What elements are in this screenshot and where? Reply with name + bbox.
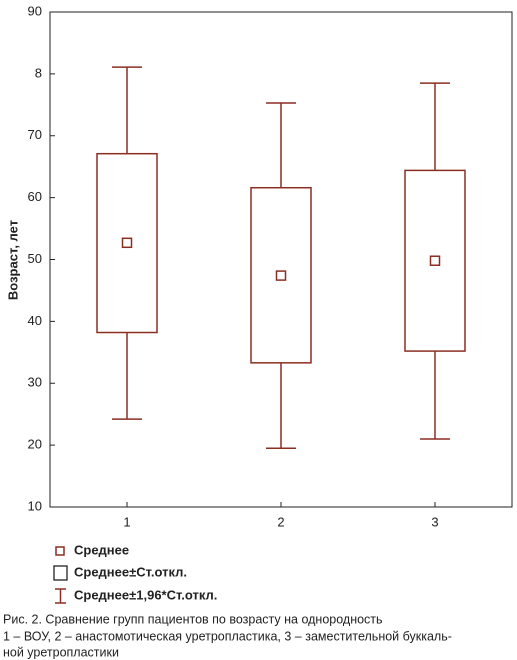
mean-marker xyxy=(429,255,441,266)
mean-marker xyxy=(275,270,287,281)
x-tick-label: 3 xyxy=(431,514,438,529)
legend-label: Среднее±Ст.откл. xyxy=(74,564,187,579)
mean-marker xyxy=(121,237,133,249)
y-tick-label: 70 xyxy=(28,127,42,142)
caption-line: 1 – ВОУ, 2 – анастомотическая уретроплас… xyxy=(3,629,452,643)
caption-line: ной уретропластики xyxy=(3,645,119,659)
caption-line: Рис. 2. Сравнение групп пациентов по воз… xyxy=(3,612,383,626)
x-tick-label: 1 xyxy=(123,514,130,529)
x-tick-label: 2 xyxy=(277,514,284,529)
legend-mean-icon xyxy=(55,546,65,556)
legend-label: Среднее±1,96*Ст.откл. xyxy=(74,587,217,602)
legend-box-icon xyxy=(53,565,68,581)
y-tick-label: 20 xyxy=(28,437,42,452)
y-axis-label: Возраст, лет xyxy=(5,220,20,300)
y-tick-label: 50 xyxy=(28,251,42,266)
y-tick-label: 30 xyxy=(28,375,42,390)
y-tick-label: 40 xyxy=(28,313,42,328)
y-tick-label: 60 xyxy=(28,189,42,204)
legend-whisker-icon xyxy=(55,588,66,604)
y-tick-label: 10 xyxy=(28,498,42,513)
y-tick-label: 8 xyxy=(35,65,42,80)
legend-label: Среднее xyxy=(74,542,129,557)
y-tick-label: 90 xyxy=(28,3,42,18)
